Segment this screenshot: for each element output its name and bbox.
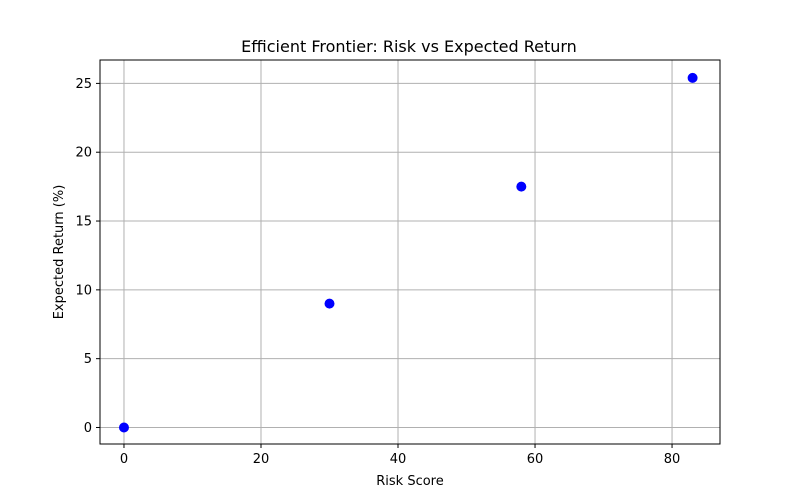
x-tick-label: 0 <box>120 452 128 467</box>
y-tick-label: 20 <box>75 146 92 161</box>
x-axis-label: Risk Score <box>376 474 444 489</box>
y-tick-label: 25 <box>75 77 92 92</box>
axis-ticks: 0 20 40 60 80 0 5 10 15 20 25 <box>75 77 680 467</box>
x-tick-label: 40 <box>390 452 407 467</box>
y-tick-label: 10 <box>75 283 92 298</box>
x-tick-label: 80 <box>664 452 681 467</box>
plot-frame <box>99 59 721 445</box>
x-tick-label: 60 <box>527 452 544 467</box>
x-tick-label: 20 <box>253 452 270 467</box>
scatter-point <box>687 72 698 83</box>
y-tick-label: 0 <box>84 421 92 436</box>
y-tick-label: 15 <box>75 215 92 230</box>
y-axis-label: Expected Return (%) <box>52 185 67 320</box>
chart-title: Efficient Frontier: Risk vs Expected Ret… <box>241 37 577 56</box>
y-tick-label: 5 <box>84 352 92 367</box>
scatter-point <box>118 422 129 433</box>
grid-lines <box>100 60 720 444</box>
scatter-point <box>516 181 527 192</box>
data-points <box>118 72 698 433</box>
scatter-point <box>324 298 335 309</box>
